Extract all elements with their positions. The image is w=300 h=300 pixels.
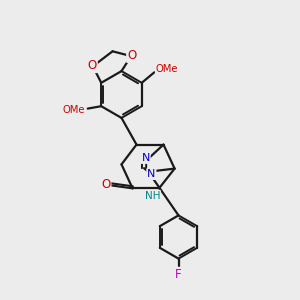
Text: O: O — [101, 178, 110, 191]
Text: O: O — [127, 49, 136, 62]
Text: NH: NH — [145, 191, 160, 201]
Text: N: N — [147, 169, 155, 179]
Text: N: N — [141, 153, 150, 163]
Text: F: F — [175, 268, 182, 281]
Text: OMe: OMe — [156, 64, 178, 74]
Text: O: O — [88, 59, 97, 72]
Text: OMe: OMe — [62, 105, 85, 115]
